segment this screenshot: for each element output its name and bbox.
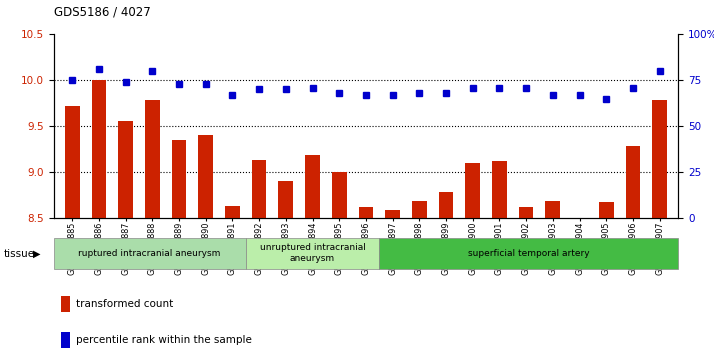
Bar — [145, 99, 160, 218]
Bar — [386, 211, 400, 218]
Bar — [246, 238, 379, 269]
Bar — [332, 172, 346, 218]
Bar — [198, 135, 213, 218]
Bar — [171, 140, 186, 218]
Text: tissue: tissue — [4, 249, 35, 259]
Bar — [625, 146, 640, 218]
Bar — [412, 201, 427, 218]
Bar — [379, 238, 678, 269]
Bar — [653, 101, 667, 218]
Bar — [599, 202, 613, 218]
Text: superficial temporal artery: superficial temporal artery — [468, 249, 590, 258]
Bar — [225, 206, 240, 218]
Bar — [252, 160, 266, 218]
Bar — [466, 163, 480, 218]
Bar — [119, 121, 133, 218]
Bar — [278, 181, 293, 218]
Bar — [54, 238, 246, 269]
Text: ▶: ▶ — [33, 249, 41, 259]
Bar — [305, 155, 320, 218]
Bar — [492, 161, 507, 218]
Bar — [91, 80, 106, 218]
Text: unruptured intracranial
aneurysm: unruptured intracranial aneurysm — [260, 244, 366, 263]
Bar — [65, 106, 79, 218]
Text: GDS5186 / 4027: GDS5186 / 4027 — [54, 5, 151, 19]
Bar — [438, 192, 453, 218]
Text: ruptured intracranial aneurysm: ruptured intracranial aneurysm — [79, 249, 221, 258]
Bar — [358, 207, 373, 218]
Text: percentile rank within the sample: percentile rank within the sample — [76, 335, 251, 345]
Bar — [519, 207, 533, 218]
Bar — [572, 218, 587, 223]
Bar — [545, 201, 560, 218]
Text: transformed count: transformed count — [76, 299, 173, 309]
